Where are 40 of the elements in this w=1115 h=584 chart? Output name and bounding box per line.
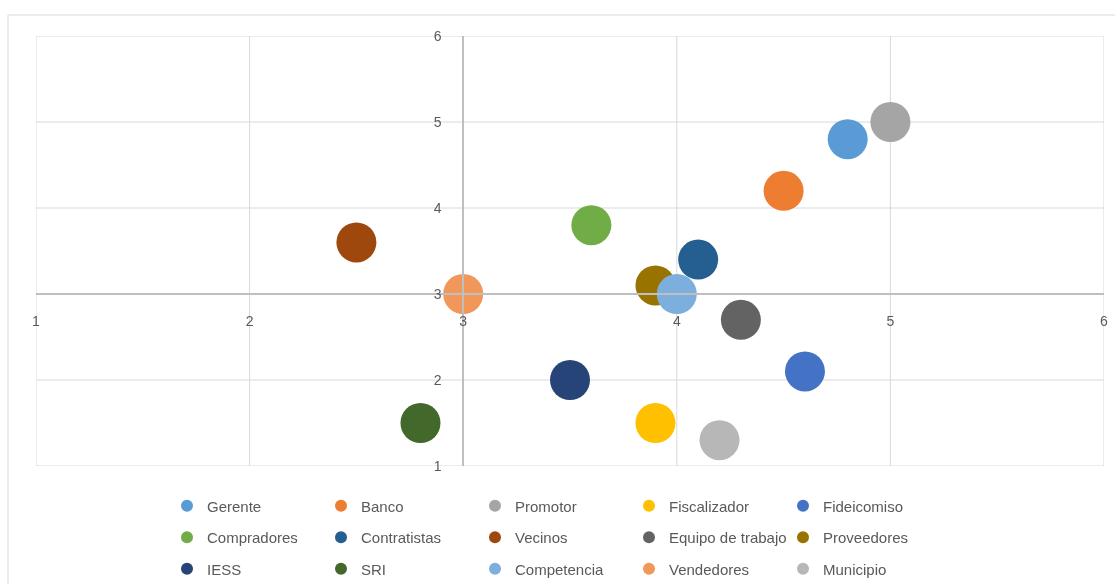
x-tick-label: 1	[32, 312, 41, 329]
point	[550, 360, 590, 400]
point	[763, 170, 804, 211]
y-tick-label: 5	[433, 113, 442, 130]
x-tick-label: 4	[672, 312, 681, 329]
legend-label: Equipo de trabajo	[669, 529, 787, 547]
legend-label: Gerente	[207, 497, 262, 515]
point	[400, 403, 441, 443]
legend-label: Vendedores	[669, 560, 750, 578]
point	[720, 299, 761, 340]
point	[635, 403, 676, 443]
y-tick-label: 4	[433, 199, 442, 216]
y-tick-label: 6	[433, 27, 442, 44]
legend-label: IESS	[207, 560, 242, 578]
point	[699, 420, 740, 461]
legend-label: Banco	[361, 497, 404, 515]
point	[656, 274, 697, 314]
y-tick-label: 1	[433, 457, 442, 474]
legend-label: Municipio	[823, 560, 887, 578]
point	[336, 222, 377, 263]
y-tick-label: 2	[433, 371, 442, 388]
point	[571, 205, 612, 246]
legend-label: SRI	[361, 560, 387, 578]
legend-label: Vecinos	[515, 529, 568, 547]
legend-label: Fiscalizador	[669, 497, 750, 515]
point	[870, 102, 911, 142]
x-tick-label: 5	[886, 312, 895, 329]
point	[827, 119, 868, 160]
legend-label: Fideicomiso	[823, 497, 904, 515]
y-tick-label: 3	[433, 285, 442, 302]
legend-label: Compradores	[207, 529, 298, 547]
x-tick-label: 3	[459, 312, 468, 329]
legend-label: Proveedores	[823, 529, 909, 547]
legend-label: Promotor	[515, 497, 577, 515]
legend-label: Competencia	[515, 560, 605, 578]
x-tick-label: 2	[245, 312, 254, 329]
point	[784, 351, 825, 392]
point	[678, 239, 719, 280]
x-tick-label: 6	[1100, 312, 1109, 329]
legend-label: Contratistas	[361, 529, 442, 547]
